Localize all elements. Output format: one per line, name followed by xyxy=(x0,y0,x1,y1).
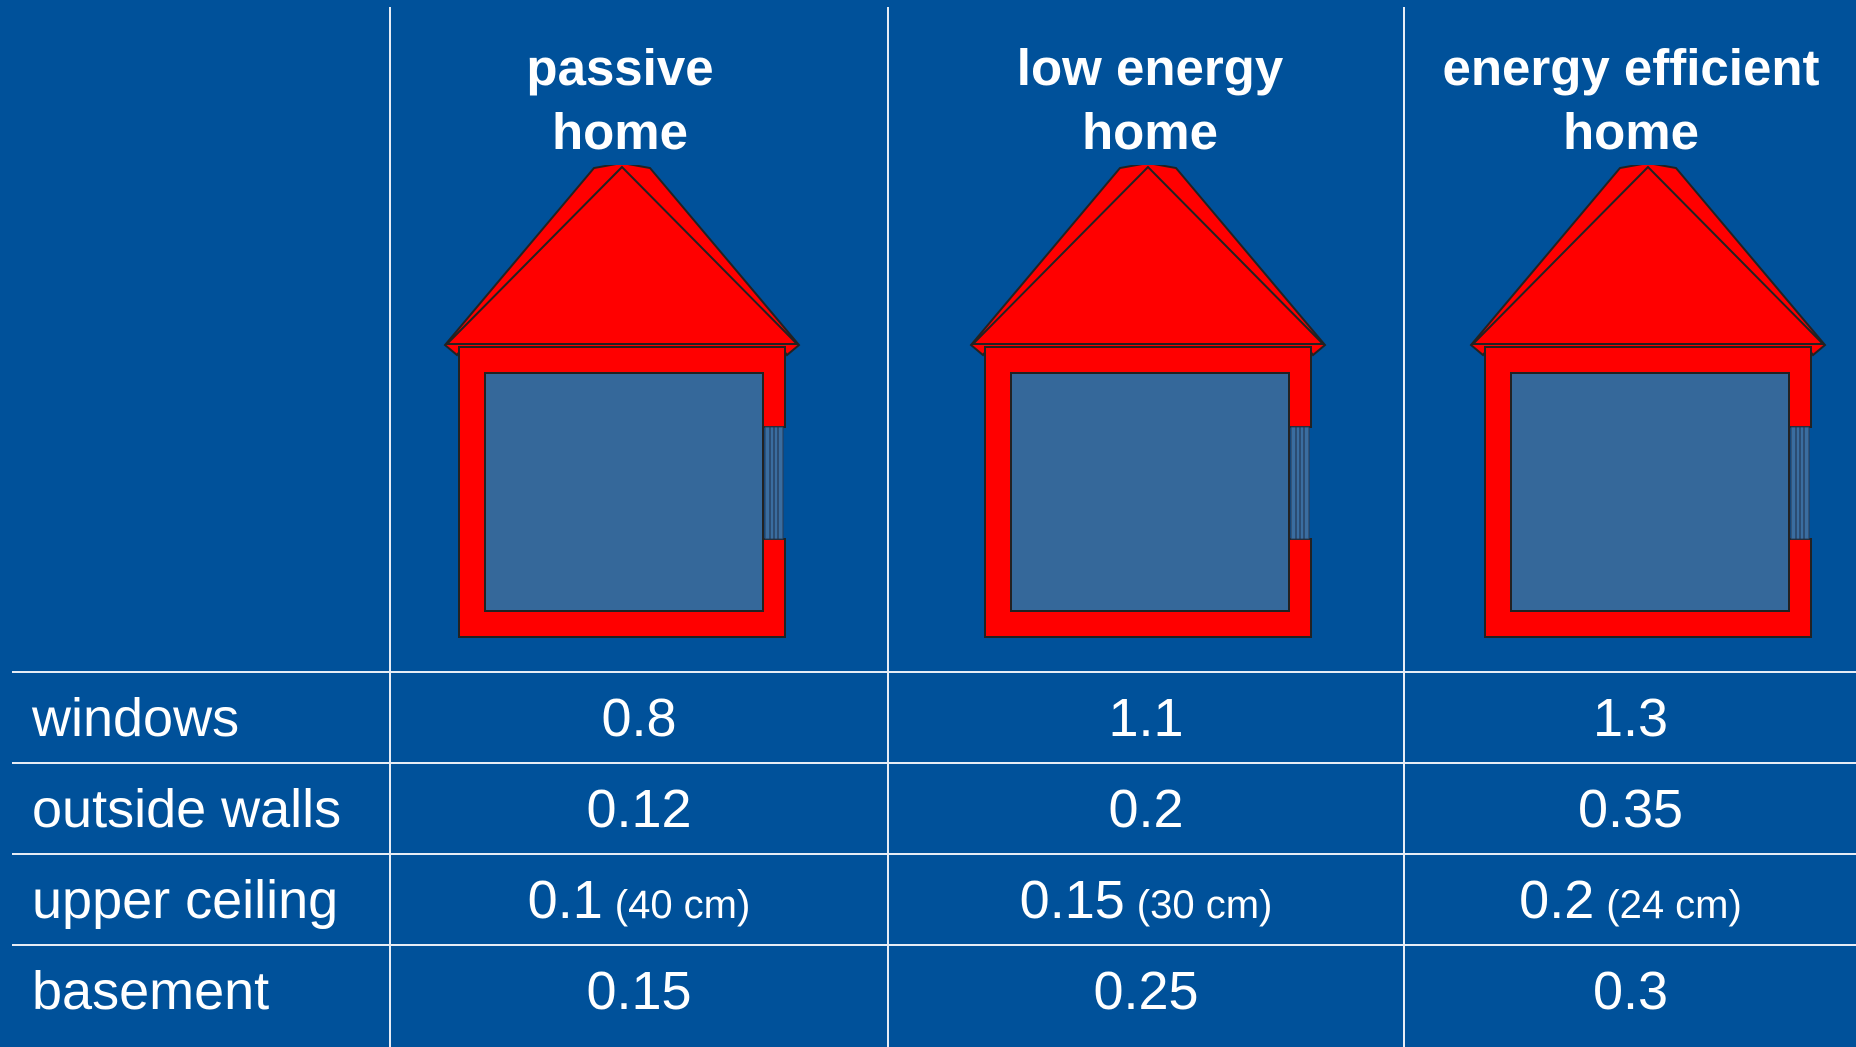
column-header-line: home xyxy=(1081,103,1219,160)
cell-value: 0.12 xyxy=(586,779,692,839)
cell-value: 0.3 xyxy=(1592,961,1669,1021)
row-divider xyxy=(12,944,1856,946)
column-divider xyxy=(1403,7,1405,1047)
cell-value: 0.1 xyxy=(527,870,603,930)
cell-note: (30 cm) xyxy=(1136,883,1273,927)
table-cell: 0.25 xyxy=(889,946,1403,1036)
cell-value: 0.2 xyxy=(1108,779,1184,839)
column-header-line: passive xyxy=(526,39,714,96)
column-header-low-energy: low energy home xyxy=(890,36,1410,164)
column-header-line: low energy xyxy=(1016,39,1284,96)
cell-value: 0.8 xyxy=(601,688,677,748)
cell-value: 0.25 xyxy=(1093,961,1199,1021)
house-icon xyxy=(437,165,817,641)
cell-value: 0.2 xyxy=(1519,870,1595,930)
cell-value: 0.15 xyxy=(1019,870,1125,930)
row-divider xyxy=(12,853,1856,855)
house-icon xyxy=(1463,165,1843,641)
column-divider xyxy=(389,7,391,1047)
table-cell: 0.15 xyxy=(391,946,887,1036)
row-label-basement: basement xyxy=(32,961,270,1021)
cell-note: (40 cm) xyxy=(614,883,751,927)
column-header-line: home xyxy=(1562,103,1700,160)
cell-value: 1.3 xyxy=(1592,688,1669,748)
column-header-line: energy efficient xyxy=(1442,39,1820,96)
cell-value: 0.35 xyxy=(1577,779,1684,839)
row-label-upper-ceiling: upper ceiling xyxy=(32,870,339,930)
row-label-windows: windows xyxy=(32,688,240,748)
table-cell: 0.12 xyxy=(391,764,887,854)
table-cell: 0.2 xyxy=(889,764,1403,854)
table-cell: 0.1 (40 cm) xyxy=(391,855,887,945)
table-cell: 0.2 (24 cm) xyxy=(1405,855,1856,945)
table-cell: 0.15 (30 cm) xyxy=(889,855,1403,945)
house-icon xyxy=(963,165,1343,641)
row-label-outside-walls: outside walls xyxy=(32,779,342,839)
column-header-passive: passive home xyxy=(390,36,850,164)
column-divider xyxy=(887,7,889,1047)
column-header-energy-efficient: energy efficient home xyxy=(1406,36,1856,164)
row-divider xyxy=(12,671,1856,673)
table-cell: 0.3 xyxy=(1405,946,1856,1036)
cell-value: 0.15 xyxy=(586,961,692,1021)
column-header-line: home xyxy=(551,103,689,160)
cell-note: (24 cm) xyxy=(1606,883,1742,927)
table-cell: 0.35 xyxy=(1405,764,1856,854)
table-cell: 1.1 xyxy=(889,673,1403,763)
row-divider xyxy=(12,762,1856,764)
table-cell: 0.8 xyxy=(391,673,887,763)
table-cell: 1.3 xyxy=(1405,673,1856,763)
cell-value: 1.1 xyxy=(1108,688,1184,748)
